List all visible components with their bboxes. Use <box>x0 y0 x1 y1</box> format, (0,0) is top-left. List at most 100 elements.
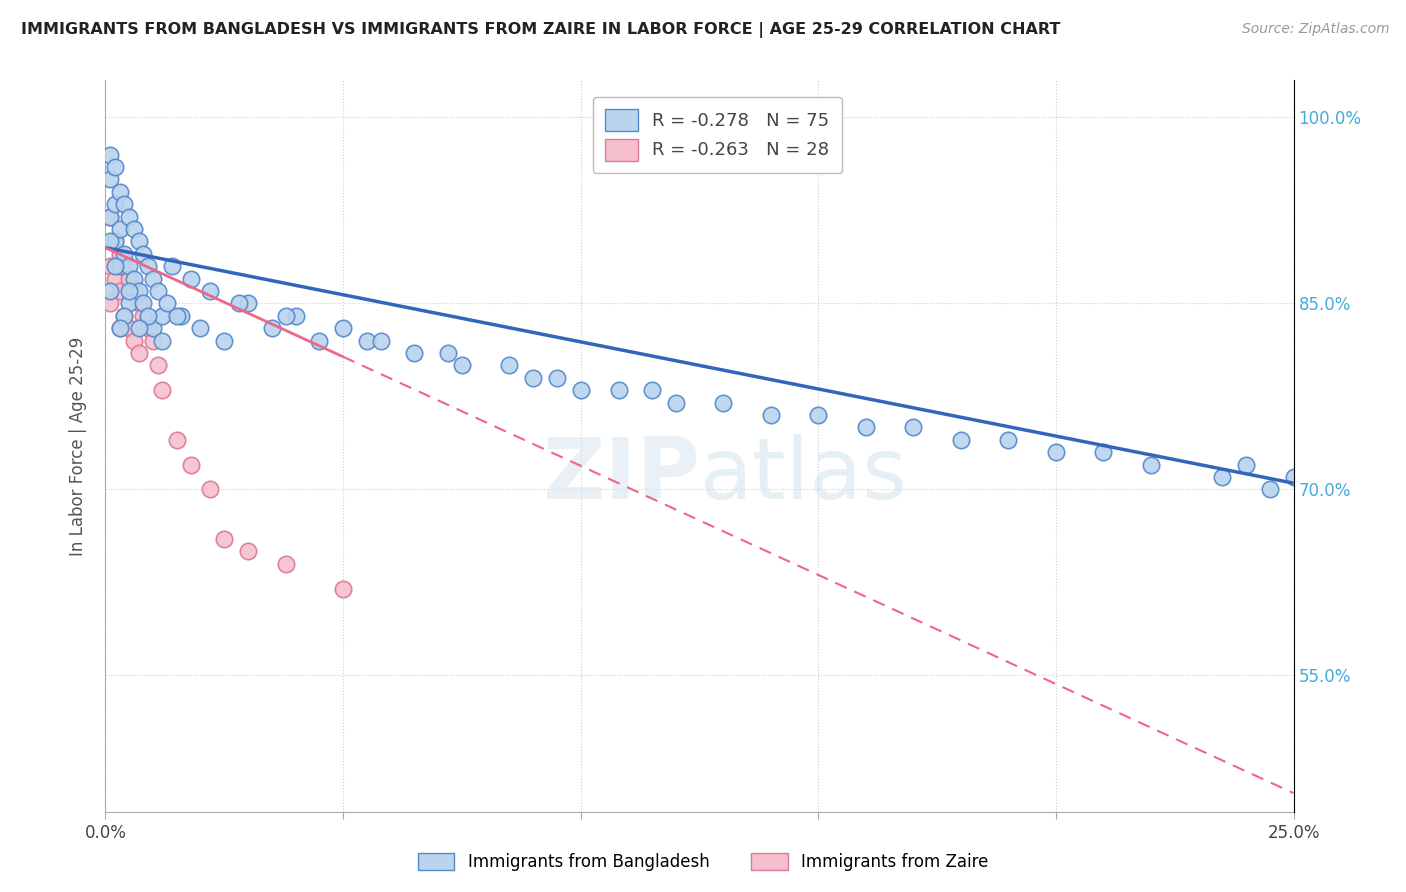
Point <box>356 334 378 348</box>
Text: atlas: atlas <box>700 434 907 516</box>
Point <box>132 296 155 310</box>
Point <box>1140 458 1163 472</box>
Text: ZIP: ZIP <box>541 434 700 516</box>
Point <box>118 284 141 298</box>
Point <box>214 334 236 348</box>
Point <box>166 433 188 447</box>
Point <box>436 346 458 360</box>
Point <box>156 296 179 310</box>
Point <box>98 210 121 224</box>
Point <box>108 247 131 261</box>
Point <box>711 395 734 409</box>
Point <box>122 334 145 348</box>
Point <box>142 321 165 335</box>
Point <box>108 284 131 298</box>
Point <box>404 346 426 360</box>
Point <box>370 334 392 348</box>
Point <box>214 532 236 546</box>
Point <box>104 160 127 174</box>
Point <box>1282 470 1305 484</box>
Point <box>152 334 174 348</box>
Y-axis label: In Labor Force | Age 25-29: In Labor Force | Age 25-29 <box>69 336 87 556</box>
Point <box>152 383 174 397</box>
Point <box>855 420 877 434</box>
Point <box>122 222 145 236</box>
Point <box>118 259 141 273</box>
Point <box>807 408 830 422</box>
Point <box>166 309 188 323</box>
Point <box>114 197 136 211</box>
Point <box>108 321 131 335</box>
Point <box>104 271 127 285</box>
Point <box>146 284 169 298</box>
Point <box>114 309 136 323</box>
Point <box>180 271 202 285</box>
Point <box>236 296 259 310</box>
Point <box>997 433 1019 447</box>
Point <box>122 271 145 285</box>
Point <box>98 147 121 161</box>
Point <box>1234 458 1257 472</box>
Point <box>108 222 131 236</box>
Point <box>142 271 165 285</box>
Point <box>641 383 664 397</box>
Point <box>949 433 972 447</box>
Point <box>108 321 131 335</box>
Point <box>104 235 127 249</box>
Point <box>118 210 141 224</box>
Point <box>136 309 159 323</box>
Point <box>228 296 250 310</box>
Point <box>114 309 136 323</box>
Point <box>114 259 136 273</box>
Point <box>274 309 297 323</box>
Point <box>160 259 183 273</box>
Point <box>118 321 141 335</box>
Point <box>274 557 297 571</box>
Point <box>152 309 174 323</box>
Point <box>665 395 688 409</box>
Text: Source: ZipAtlas.com: Source: ZipAtlas.com <box>1241 22 1389 37</box>
Point <box>114 247 136 261</box>
Point <box>498 359 520 373</box>
Point <box>1045 445 1067 459</box>
Point <box>128 284 150 298</box>
Point <box>108 185 131 199</box>
Point <box>332 582 354 596</box>
Point <box>1258 483 1281 497</box>
Point <box>98 210 121 224</box>
Point <box>98 296 121 310</box>
Text: IMMIGRANTS FROM BANGLADESH VS IMMIGRANTS FROM ZAIRE IN LABOR FORCE | AGE 25-29 C: IMMIGRANTS FROM BANGLADESH VS IMMIGRANTS… <box>21 22 1060 38</box>
Point <box>180 458 202 472</box>
Point <box>546 371 568 385</box>
Legend: Immigrants from Bangladesh, Immigrants from Zaire: Immigrants from Bangladesh, Immigrants f… <box>409 845 997 880</box>
Point <box>759 408 782 422</box>
Point <box>142 334 165 348</box>
Point <box>108 259 131 273</box>
Point <box>198 483 221 497</box>
Point <box>128 346 150 360</box>
Point <box>1092 445 1115 459</box>
Point <box>1211 470 1233 484</box>
Point <box>136 321 159 335</box>
Point <box>136 259 159 273</box>
Point <box>128 321 150 335</box>
Legend: R = -0.278   N = 75, R = -0.263   N = 28: R = -0.278 N = 75, R = -0.263 N = 28 <box>593 96 842 173</box>
Point <box>98 284 121 298</box>
Point <box>522 371 544 385</box>
Point <box>132 247 155 261</box>
Point <box>903 420 925 434</box>
Point <box>104 259 127 273</box>
Point <box>118 271 141 285</box>
Point <box>569 383 592 397</box>
Point <box>128 235 150 249</box>
Point <box>190 321 212 335</box>
Point <box>98 235 121 249</box>
Point <box>146 359 169 373</box>
Point <box>104 235 127 249</box>
Point <box>450 359 472 373</box>
Point <box>607 383 630 397</box>
Point <box>284 309 307 323</box>
Point <box>236 544 259 558</box>
Point <box>122 284 145 298</box>
Point <box>98 259 121 273</box>
